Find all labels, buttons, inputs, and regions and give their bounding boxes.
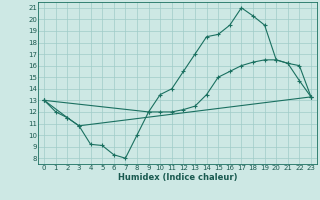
X-axis label: Humidex (Indice chaleur): Humidex (Indice chaleur) bbox=[118, 173, 237, 182]
